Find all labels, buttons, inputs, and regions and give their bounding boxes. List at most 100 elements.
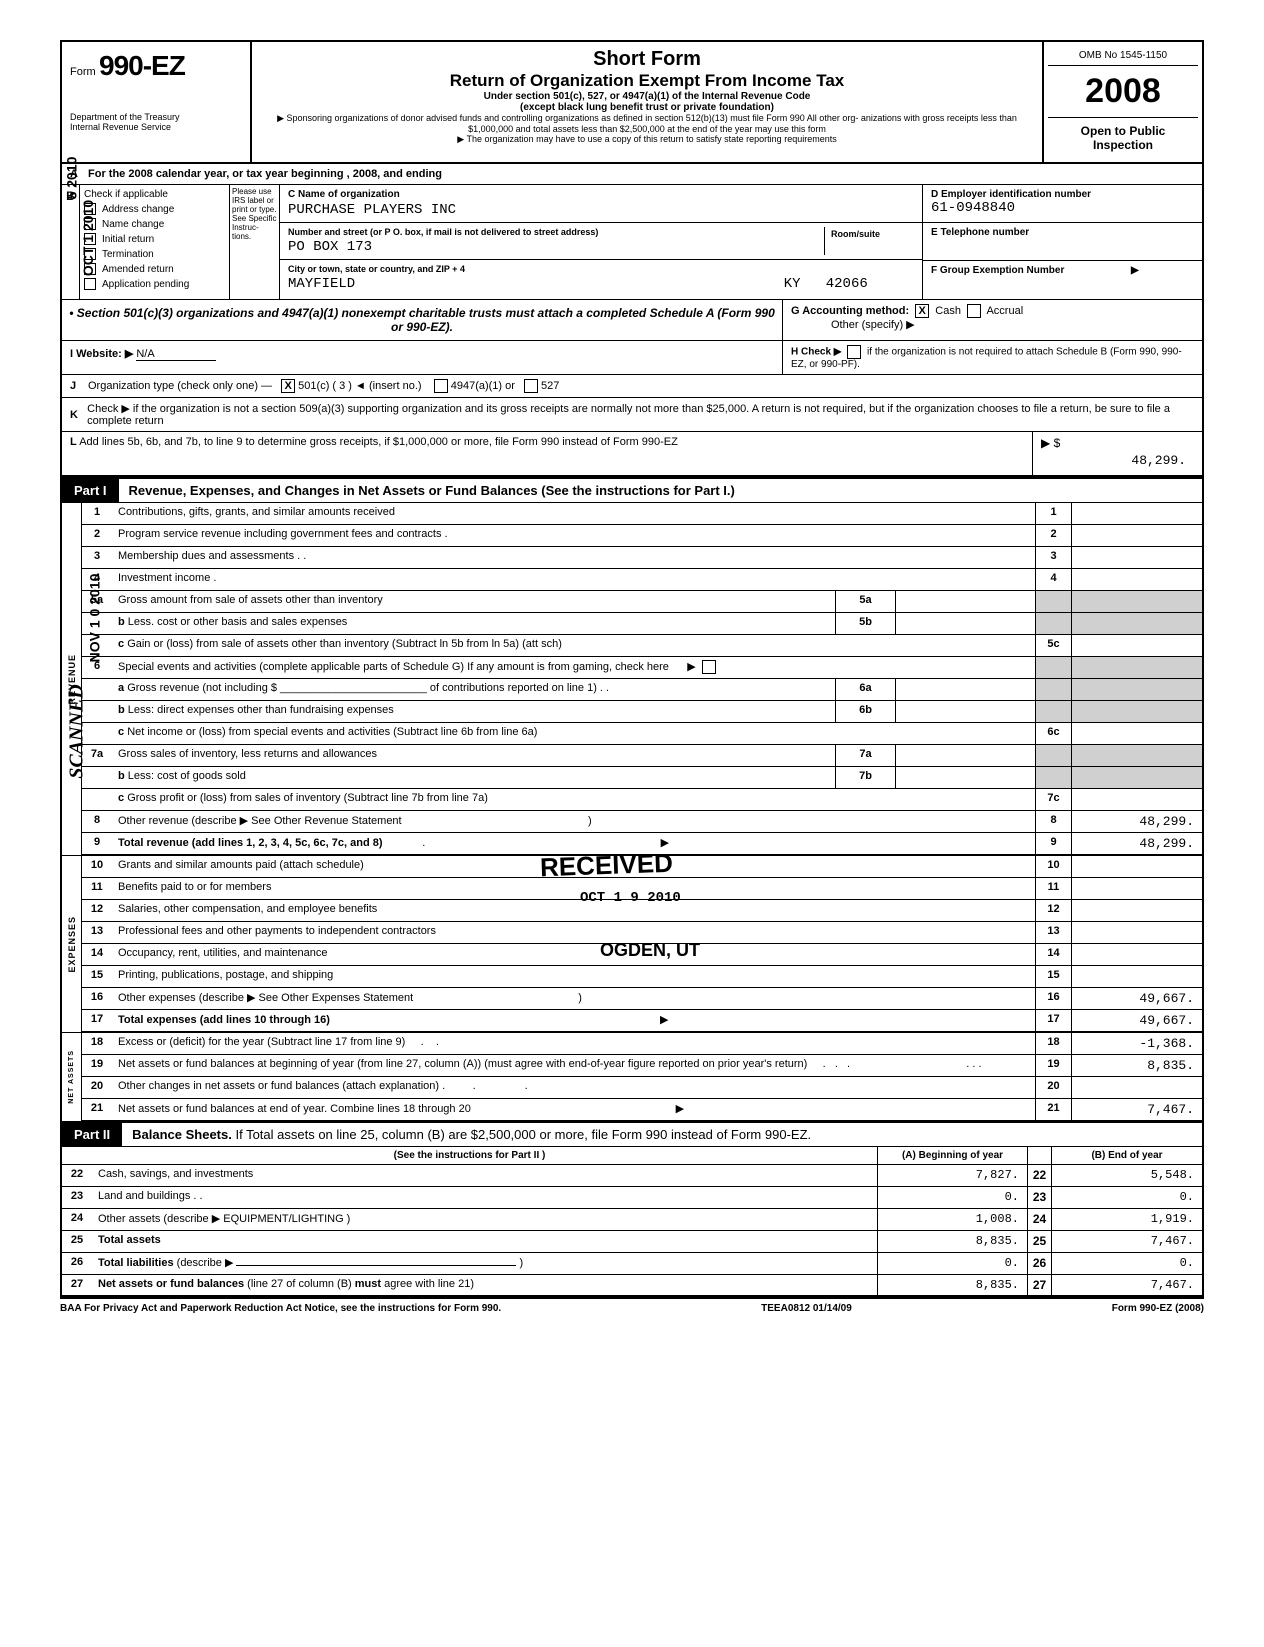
line20: Other changes in net assets or fund bala…: [112, 1077, 1036, 1098]
check-527[interactable]: [524, 379, 538, 393]
line14: Occupancy, rent, utilities, and maintena…: [112, 944, 1036, 965]
val17: 49,667.: [1072, 1010, 1202, 1031]
line8: Other revenue (describe ▶ See Other Reve…: [112, 811, 1036, 832]
org-addr: PO BOX 173: [288, 239, 824, 255]
val16: 49,667.: [1072, 988, 1202, 1009]
label-b: B: [62, 185, 80, 299]
check-cash[interactable]: X: [915, 304, 929, 318]
bal25a: 8,835.: [878, 1231, 1028, 1252]
line19: Net assets or fund balances at beginning…: [112, 1055, 1036, 1076]
col-b-checks: Check if applicable Address change Name …: [80, 185, 230, 299]
line-a-text: For the 2008 calendar year, or tax year …: [88, 168, 442, 180]
subtitle2: (except black lung benefit trust or priv…: [262, 102, 1032, 113]
line7a: Gross sales of inventory, less returns a…: [112, 745, 836, 766]
footer: BAA For Privacy Act and Paperwork Reduct…: [60, 1299, 1204, 1318]
stamp-2010: 5 2010: [63, 157, 79, 200]
l-arrow: ▶ $: [1041, 436, 1194, 450]
bal25: Total assets: [92, 1231, 878, 1252]
bal27b: 7,467.: [1052, 1275, 1202, 1295]
netassets-sidelabel: NET ASSETS: [62, 1033, 82, 1121]
line16: Other expenses (describe ▶ See Other Exp…: [112, 988, 1036, 1009]
line6a: a Gross revenue (not including $ _______…: [112, 679, 836, 700]
stamp-ogden: OGDEN, UT: [600, 940, 700, 961]
expenses-sidelabel: EXPENSES: [62, 856, 82, 1032]
note2: ▶ The organization may have to use a cop…: [262, 134, 1032, 145]
footer-form: Form 990-EZ (2008): [1112, 1303, 1204, 1314]
bal26: Total liabilities (describe ▶ ): [92, 1253, 878, 1274]
room-label: Room/suite: [831, 229, 908, 239]
check-h[interactable]: [847, 345, 861, 359]
line6: Special events and activities (complete …: [112, 657, 1036, 678]
bal22: Cash, savings, and investments: [92, 1165, 878, 1186]
ein-label: D Employer identification number: [931, 189, 1194, 200]
revenue-sidelabel: REVENUE: [62, 503, 82, 855]
line2: Program service revenue including govern…: [112, 525, 1036, 546]
form-number-box: Form 990-EZ Department of the Treasury I…: [62, 42, 252, 162]
bal26a: 0.: [878, 1253, 1028, 1274]
line6c: c Net income or (loss) from special even…: [112, 723, 1036, 744]
line-j: J Organization type (check only one) — X…: [62, 375, 1202, 398]
check-501c[interactable]: X: [281, 379, 295, 393]
line7b: b Less: cost of goods sold: [112, 767, 836, 788]
bal23a: 0.: [878, 1187, 1028, 1208]
website-value: N/A: [136, 348, 216, 361]
line13: Professional fees and other payments to …: [112, 922, 1036, 943]
section-501-note: • Section 501(c)(3) organizations and 49…: [62, 300, 782, 340]
irs-label: Internal Revenue Service: [70, 122, 242, 132]
line6b: b Less: direct expenses other than fundr…: [112, 701, 836, 722]
bal24b: 1,919.: [1052, 1209, 1202, 1230]
omb-number: OMB No 1545-1150: [1048, 46, 1198, 66]
year-box: OMB No 1545-1150 2008 Open to Public Ins…: [1042, 42, 1202, 162]
l-text: Add lines 5b, 6b, and 7b, to line 9 to d…: [79, 436, 678, 448]
line-k: K Check ▶ if the organization is not a s…: [62, 398, 1202, 432]
website-label: Website: ▶: [76, 348, 133, 360]
bal23b: 0.: [1052, 1187, 1202, 1208]
part2-header: Part II Balance Sheets. Balance Sheets. …: [62, 1121, 1202, 1147]
name-label: C Name of organization: [288, 189, 914, 200]
stamp-oct: OCT 1 2010: [80, 200, 96, 276]
l-value: 48,299.: [1041, 450, 1194, 471]
dept-treasury: Department of the Treasury: [70, 112, 242, 122]
note1: ▶ Sponsoring organizations of donor advi…: [262, 113, 1032, 134]
bal-instructions: (See the instructions for Part II ): [62, 1147, 878, 1164]
stamp-nov: NOV 1 0 2010: [86, 574, 102, 663]
check-4947[interactable]: [434, 379, 448, 393]
line-a: A For the 2008 calendar year, or tax yea…: [62, 164, 1202, 185]
line21: Net assets or fund balances at end of ye…: [112, 1099, 1036, 1120]
bal-colB: (B) End of year: [1052, 1147, 1202, 1164]
col-right: D Employer identification number 61-0948…: [922, 185, 1202, 299]
stamp-received: RECEIVED: [539, 848, 673, 884]
part1-header: Part I Revenue, Expenses, and Changes in…: [62, 477, 1202, 503]
check-accrual[interactable]: [967, 304, 981, 318]
check-label: Check if applicable: [84, 189, 225, 200]
check-gaming[interactable]: [702, 660, 716, 674]
part2-label: Part II: [62, 1123, 122, 1146]
title-box: Short Form Return of Organization Exempt…: [252, 42, 1042, 162]
bal26b: 0.: [1052, 1253, 1202, 1274]
org-name: PURCHASE PLAYERS INC: [288, 202, 914, 218]
line5c: c Gain or (loss) from sale of assets oth…: [112, 635, 1036, 656]
section-g: G Accounting method: X Cash Accrual Othe…: [782, 300, 1202, 340]
val18: -1,368.: [1072, 1033, 1202, 1054]
addr-label: Number and street (or P O. box, if mail …: [288, 227, 824, 237]
line18: Excess or (deficit) for the year (Subtra…: [112, 1033, 1036, 1054]
part1-label: Part I: [62, 479, 119, 502]
group-label: F Group Exemption Number ▶: [931, 265, 1194, 276]
val19: 8,835.: [1072, 1055, 1202, 1076]
bal22a: 7,827.: [878, 1165, 1028, 1186]
section-bcdef: B Check if applicable Address change Nam…: [62, 185, 1202, 300]
line15: Printing, publications, postage, and shi…: [112, 966, 1036, 987]
label-i: I: [70, 348, 73, 360]
line1: Contributions, gifts, grants, and simila…: [112, 503, 1036, 524]
check-app[interactable]: [84, 278, 96, 290]
line7c: c Gross profit or (loss) from sales of i…: [112, 789, 1036, 810]
line5b: b Less. cost or other basis and sales ex…: [112, 613, 836, 634]
bal27: Net assets or fund balances (line 27 of …: [92, 1275, 878, 1295]
val9: 48,299.: [1072, 833, 1202, 854]
subtitle1: Under section 501(c), 527, or 4947(a)(1)…: [262, 91, 1032, 102]
tax-year: 2008: [1048, 66, 1198, 117]
g-other: Other (specify) ▶: [791, 318, 1194, 331]
col-name-addr: C Name of organization PURCHASE PLAYERS …: [280, 185, 922, 299]
ein-value: 61-0948840: [931, 200, 1194, 216]
line5a: Gross amount from sale of assets other t…: [112, 591, 836, 612]
